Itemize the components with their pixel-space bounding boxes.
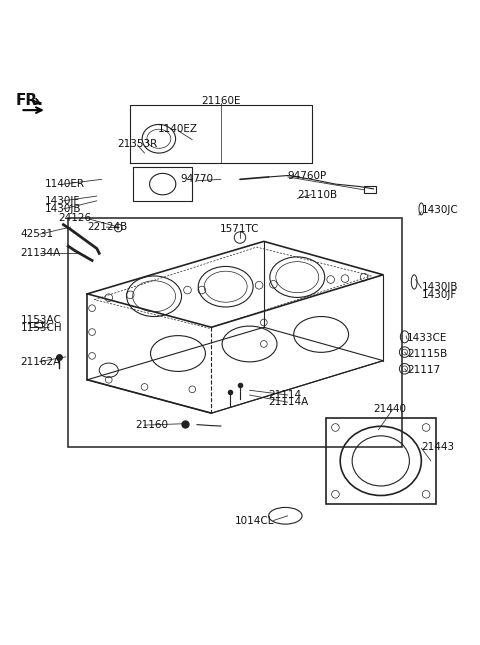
Text: 21443: 21443 xyxy=(421,442,455,452)
Text: 1153AC: 1153AC xyxy=(21,315,61,325)
Text: 1430JF: 1430JF xyxy=(421,290,456,300)
Text: 1140EZ: 1140EZ xyxy=(158,124,198,134)
Text: 1433CE: 1433CE xyxy=(407,333,447,342)
Text: FR.: FR. xyxy=(16,93,44,108)
Text: 21162A: 21162A xyxy=(21,357,61,366)
Text: 21160E: 21160E xyxy=(201,95,240,106)
Text: 1430JF: 1430JF xyxy=(44,196,80,206)
Text: 21160: 21160 xyxy=(135,420,168,430)
Text: 1014CL: 1014CL xyxy=(235,515,274,526)
Text: 1430JB: 1430JB xyxy=(421,282,458,292)
Text: 1430JC: 1430JC xyxy=(421,205,458,215)
Text: 94770: 94770 xyxy=(180,174,214,184)
Text: 22124B: 22124B xyxy=(87,222,128,232)
Text: 21353R: 21353R xyxy=(117,139,157,148)
Text: 42531: 42531 xyxy=(21,229,54,239)
Text: 94760P: 94760P xyxy=(288,170,327,181)
Text: 1153CH: 1153CH xyxy=(21,323,62,333)
Text: 21114: 21114 xyxy=(269,390,302,400)
Text: 24126: 24126 xyxy=(59,213,92,223)
Text: 1571TC: 1571TC xyxy=(220,224,260,234)
Bar xyxy=(364,186,376,193)
Text: 21114A: 21114A xyxy=(269,397,309,407)
Bar xyxy=(326,418,436,504)
Bar xyxy=(30,322,42,327)
Text: 1140ER: 1140ER xyxy=(44,179,84,189)
Text: 21134A: 21134A xyxy=(21,248,61,258)
Text: 21440: 21440 xyxy=(373,404,407,414)
Text: 1430JB: 1430JB xyxy=(44,204,81,214)
Text: 21117: 21117 xyxy=(407,365,440,375)
Text: 21110B: 21110B xyxy=(297,190,337,199)
Text: 21115B: 21115B xyxy=(407,348,447,359)
